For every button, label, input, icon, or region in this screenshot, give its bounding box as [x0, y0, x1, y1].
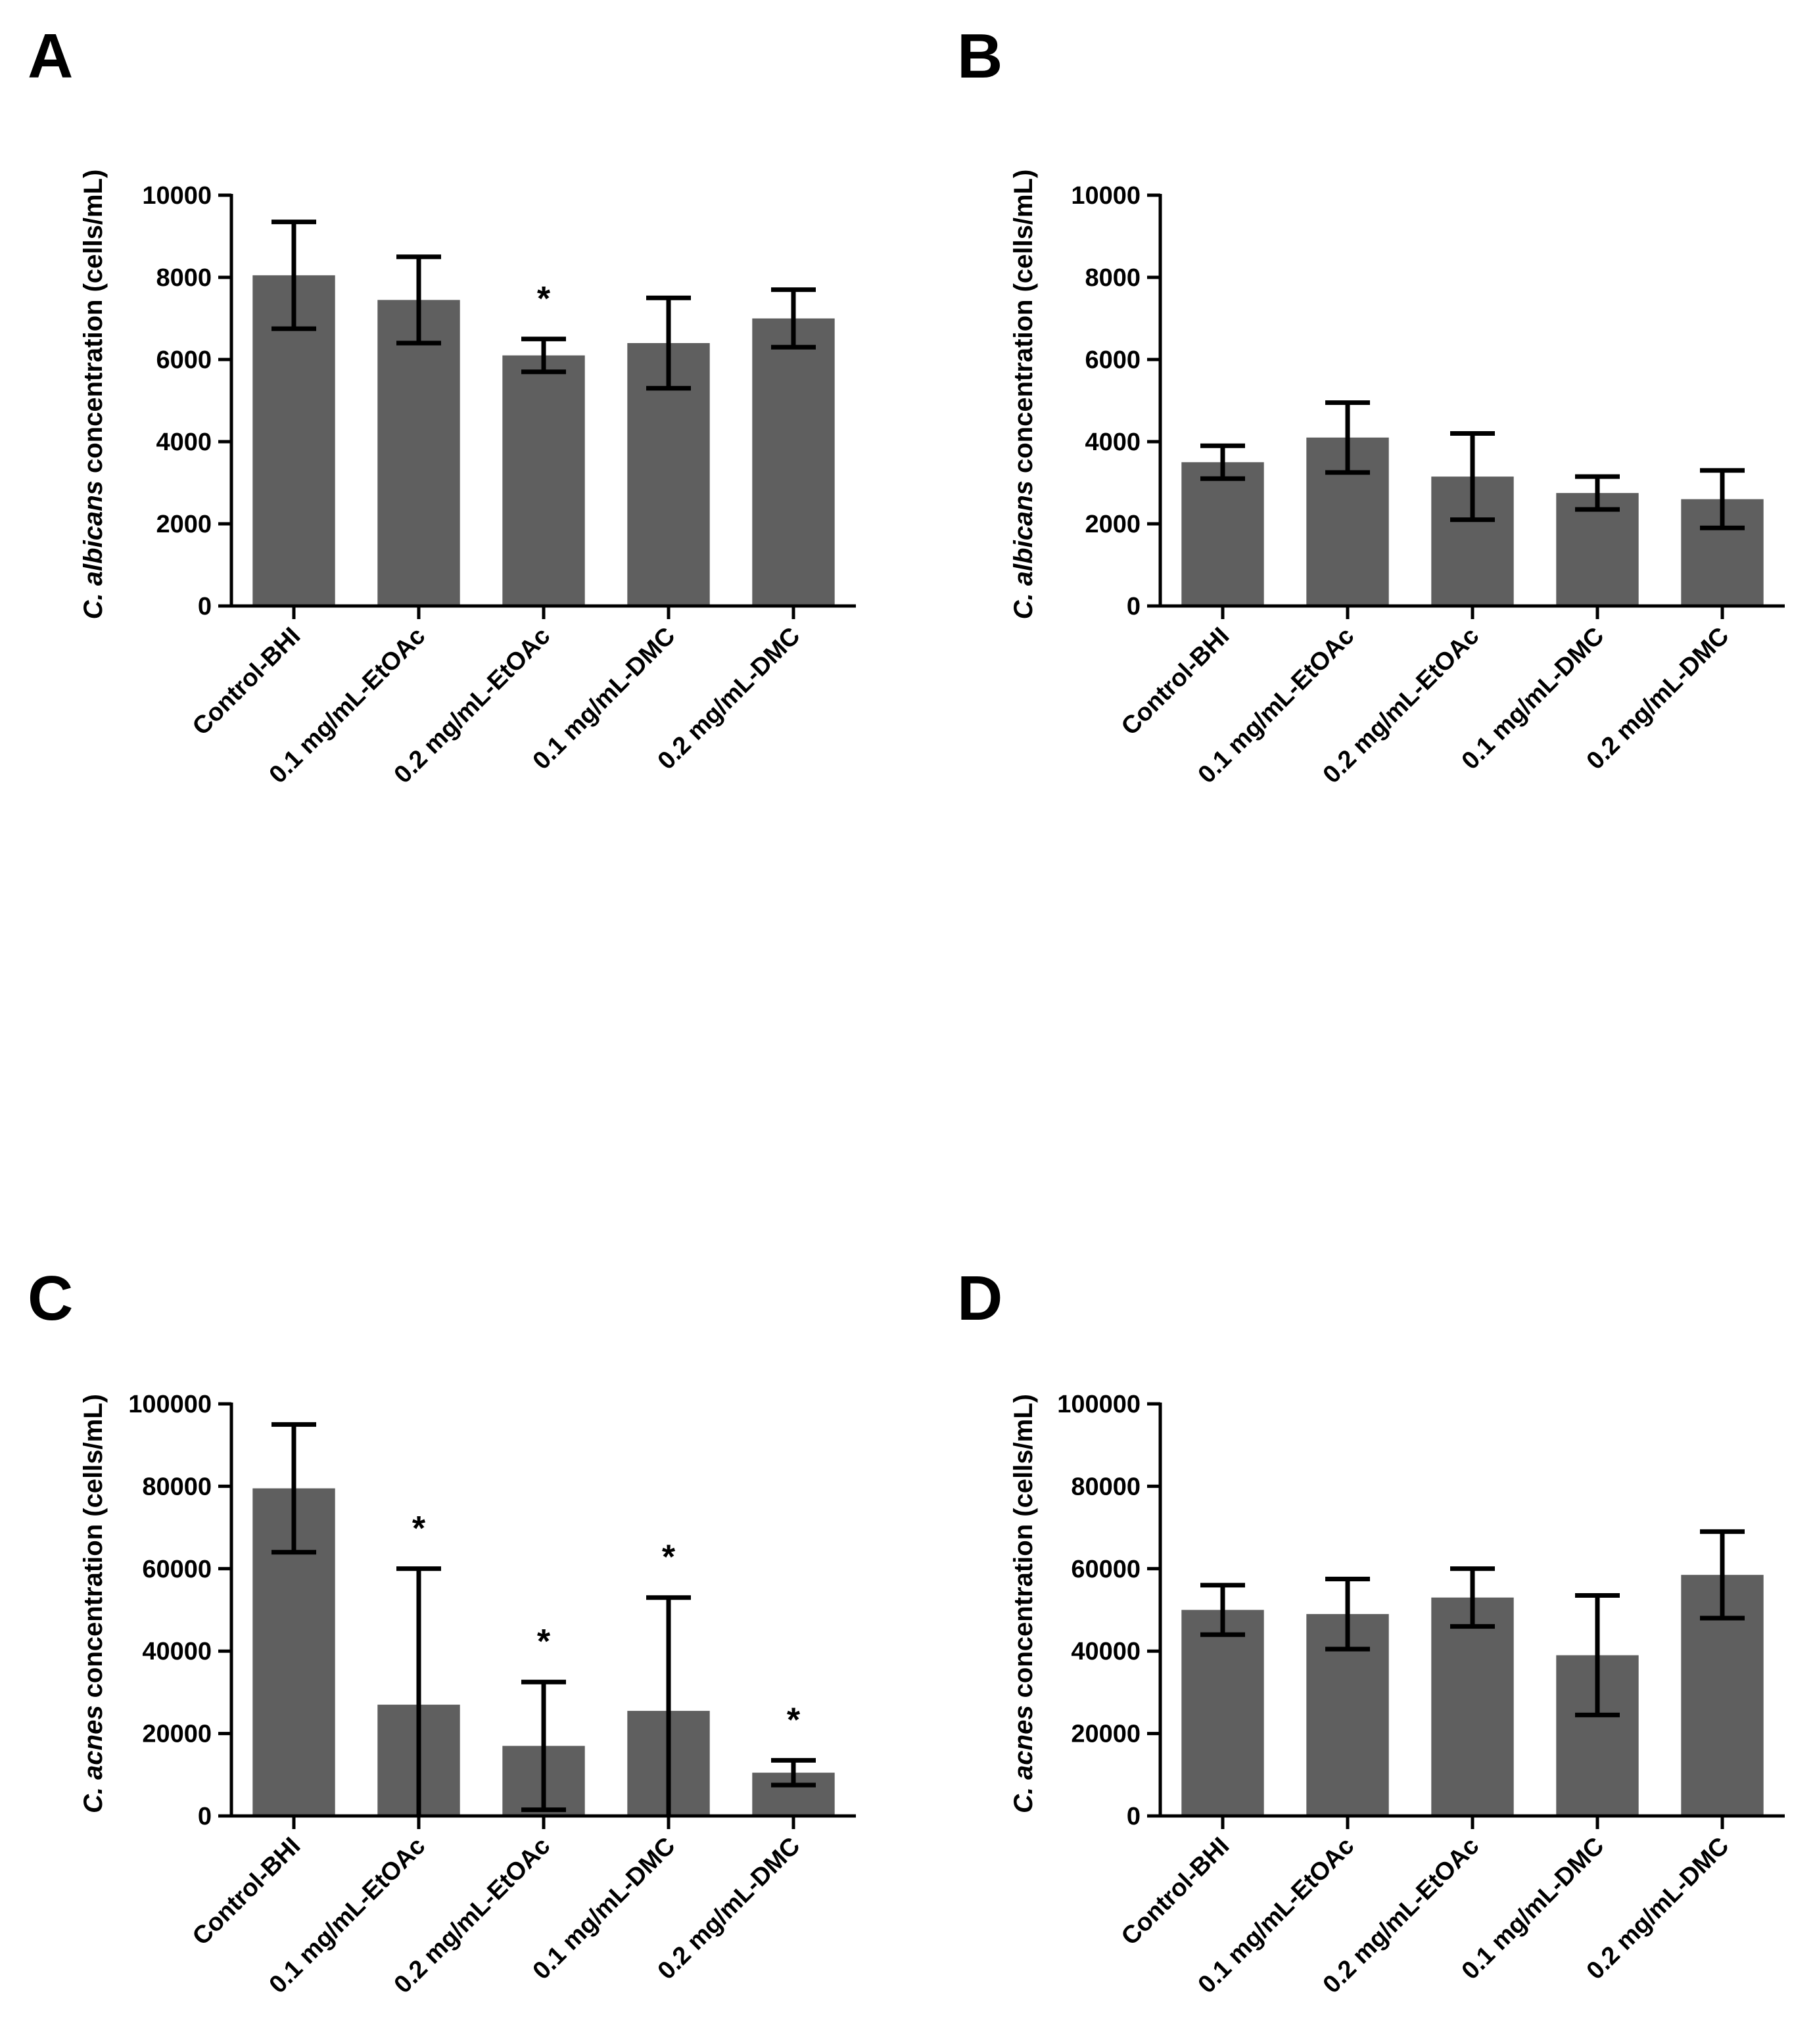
- chart-panel-c: C C. acnes concentration (cells/mL) Contro…: [28, 1263, 856, 1999]
- error-bar: [271, 1422, 316, 1555]
- panel-letter: A: [28, 21, 73, 91]
- x-tick-label: Control-BHI: [1116, 1832, 1235, 1951]
- y-tick-label: 20000: [1071, 1721, 1141, 1748]
- y-tick-label: 4000: [156, 429, 212, 456]
- y-tick-label: 60000: [1071, 1556, 1141, 1583]
- y-tick-label: 100000: [128, 1391, 212, 1418]
- chart-panel-a: A C. albicans concentration (cells/mL) Con…: [28, 21, 856, 789]
- bar: [1181, 1610, 1264, 1816]
- y-tick-label: 10000: [142, 182, 212, 210]
- y-tick-label: 80000: [1071, 1473, 1141, 1500]
- y-axis-label-organism: C. albicans: [1009, 480, 1038, 619]
- y-axis-label-organism: C. acnes: [1009, 1705, 1038, 1813]
- bar: [1556, 493, 1639, 606]
- y-tick-label: 0: [1127, 1803, 1141, 1830]
- error-bar: [1700, 468, 1745, 530]
- error-bar: [1325, 1576, 1370, 1652]
- error-bar: [1575, 1593, 1620, 1717]
- y-tick-label: 40000: [1071, 1638, 1141, 1665]
- y-tick-label: 100000: [1057, 1391, 1141, 1418]
- significance-marker: *: [412, 1510, 426, 1548]
- significance-marker: *: [537, 280, 551, 318]
- error-bar: [771, 1757, 816, 1788]
- x-tick-label: Control-BHI: [187, 622, 306, 741]
- y-tick-label: 2000: [156, 511, 212, 538]
- y-axis-label: C. acnes concentration (cells/mL): [1009, 1394, 1038, 1813]
- x-tick-label: Control-BHI: [1116, 622, 1235, 741]
- axis-lines: [1158, 194, 1785, 608]
- chart-panel-b: B C. albicans concentration (cells/mL) Con…: [957, 21, 1785, 789]
- error-bar: [396, 1566, 441, 1816]
- error-bar: [1575, 474, 1620, 512]
- y-tick-label: 8000: [156, 264, 212, 292]
- y-axis-label: C. acnes concentration (cells/mL): [79, 1394, 108, 1813]
- y-tick-label: 40000: [142, 1638, 212, 1665]
- significance-marker: *: [787, 1701, 801, 1739]
- error-bar: [1450, 1566, 1495, 1629]
- y-tick-label: 0: [1127, 593, 1141, 620]
- bar: [377, 300, 460, 606]
- bar: [502, 355, 585, 606]
- axis-lines: [229, 194, 856, 608]
- y-axis-label: C. albicans concentration (cells/mL): [1009, 170, 1038, 620]
- significance-marker: *: [662, 1539, 676, 1577]
- y-axis-label-organism: C. acnes: [79, 1705, 108, 1813]
- y-tick-label: 6000: [1085, 346, 1141, 374]
- error-bar: [771, 287, 816, 350]
- axis-lines: [1158, 1403, 1785, 1818]
- y-tick-label: 6000: [156, 346, 212, 374]
- y-tick-label: 4000: [1085, 429, 1141, 456]
- y-tick-label: 20000: [142, 1721, 212, 1748]
- error-bar: [271, 220, 316, 331]
- bar: [1181, 462, 1264, 606]
- error-bar: [1700, 1529, 1745, 1621]
- panel-letter: D: [957, 1263, 1002, 1334]
- y-axis-label-suffix: concentration (cells/mL): [1009, 1394, 1038, 1705]
- error-bar: [521, 337, 566, 375]
- bar: [1431, 1597, 1514, 1816]
- y-axis-label-suffix: concentration (cells/mL): [79, 170, 108, 480]
- y-axis-label-suffix: concentration (cells/mL): [1009, 170, 1038, 480]
- bar: [752, 318, 835, 606]
- error-bar: [646, 295, 691, 391]
- y-tick-label: 0: [198, 1803, 212, 1830]
- y-axis-label-organism: C. albicans: [79, 480, 108, 619]
- significance-marker: *: [537, 1623, 551, 1661]
- y-tick-label: 2000: [1085, 511, 1141, 538]
- error-bar: [1200, 443, 1245, 481]
- y-axis-label-suffix: concentration (cells/mL): [79, 1394, 108, 1705]
- error-bar: [1325, 400, 1370, 475]
- panel-letter: B: [957, 21, 1002, 91]
- y-tick-label: 80000: [142, 1473, 212, 1500]
- error-bar: [1450, 431, 1495, 523]
- error-bar: [1200, 1583, 1245, 1637]
- y-tick-label: 8000: [1085, 264, 1141, 292]
- y-tick-label: 0: [198, 593, 212, 620]
- y-tick-label: 60000: [142, 1556, 212, 1583]
- x-tick-label: Control-BHI: [187, 1832, 306, 1951]
- panel-letter: C: [28, 1263, 73, 1334]
- chart-panel-d: D C. acnes concentration (cells/mL) Contro…: [957, 1263, 1785, 1999]
- y-tick-label: 10000: [1071, 182, 1141, 210]
- axis-lines: [229, 1403, 856, 1818]
- error-bar: [521, 1679, 566, 1813]
- y-axis-label: C. albicans concentration (cells/mL): [79, 170, 108, 620]
- error-bar: [646, 1595, 691, 1816]
- error-bar: [396, 254, 441, 346]
